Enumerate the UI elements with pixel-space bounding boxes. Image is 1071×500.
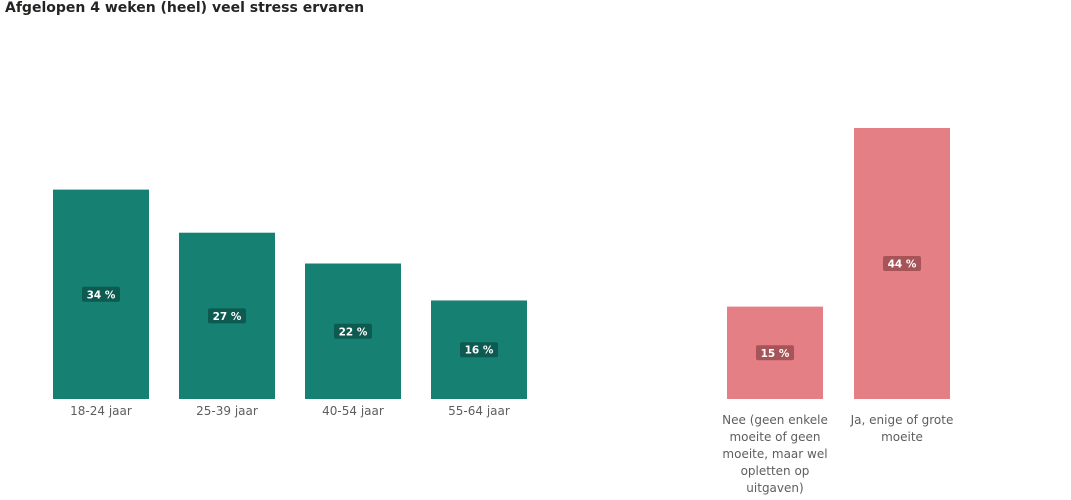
- tick-label-age-2: 25-39 jaar: [196, 404, 258, 418]
- data-label-bg-money-2: [883, 256, 921, 271]
- data-label-age-1: 34 %: [87, 289, 116, 301]
- tick-label-money-1: Nee (geen enkele moeite of geen moeite, ma…: [722, 413, 828, 495]
- data-label-money-2: 44 %: [888, 259, 917, 271]
- data-label-bg-age-4: [460, 342, 498, 358]
- data-label-bg-age-1: [82, 286, 120, 302]
- data-label-bg-age-3: [334, 323, 372, 339]
- tick-label-age-3: 40-54 jaar: [322, 404, 384, 418]
- data-label-age-2: 27 %: [213, 311, 242, 323]
- data-label-money-1: 15 %: [761, 348, 790, 360]
- tick-label-age-4: 55-64 jaar: [448, 404, 510, 418]
- tick-label-age-1: 18-24 jaar: [70, 404, 132, 418]
- tick-label-money-2: Ja, enige of grote moeite: [850, 413, 954, 444]
- data-label-bg-money-1: [756, 345, 794, 361]
- data-label-bg-age-2: [208, 308, 246, 324]
- data-label-age-3: 22 %: [339, 326, 368, 338]
- chart-title: Afgelopen 4 weken (heel) veel stress erv…: [5, 0, 365, 16]
- data-label-age-4: 16 %: [465, 345, 494, 357]
